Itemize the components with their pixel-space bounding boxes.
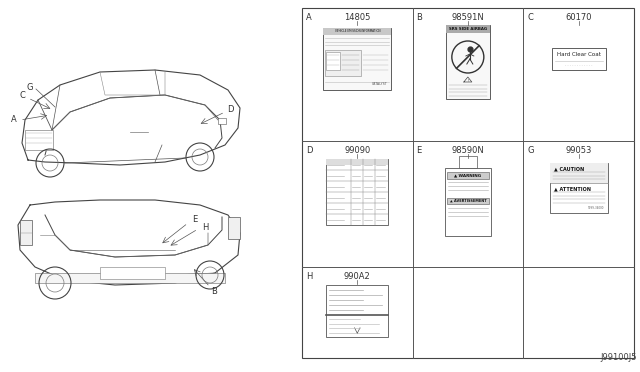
Text: CATALYST: CATALYST [372, 82, 387, 86]
Bar [447, 198, 489, 204]
Bar [550, 163, 607, 183]
Bar [325, 50, 360, 76]
Text: G: G [27, 83, 33, 92]
Text: Hard Clear Coat: Hard Clear Coat [557, 52, 600, 58]
Text: ▲ AVERTISSEMENT: ▲ AVERTISSEMENT [449, 199, 486, 203]
Bar [552, 48, 605, 70]
Bar [459, 156, 477, 168]
Text: 60170: 60170 [565, 13, 592, 22]
Text: ▲ CAUTION: ▲ CAUTION [554, 166, 584, 171]
Text: D: D [227, 106, 233, 115]
Text: H: H [202, 222, 208, 231]
Bar [35, 273, 225, 283]
Bar [446, 25, 490, 33]
Bar [326, 285, 388, 337]
Text: 98591N: 98591N [451, 13, 484, 22]
Text: !: ! [467, 78, 468, 83]
Bar [323, 28, 391, 35]
Text: G: G [527, 146, 534, 155]
Text: J99100J5: J99100J5 [600, 353, 637, 362]
Text: D: D [306, 146, 312, 155]
Text: - - - - - - - - - - - -: - - - - - - - - - - - - [565, 63, 592, 67]
Bar [326, 52, 340, 70]
Bar [550, 163, 607, 213]
Text: A: A [11, 115, 17, 125]
Bar [446, 25, 490, 99]
Text: 990A2: 990A2 [344, 272, 371, 281]
Text: 99090: 99090 [344, 146, 371, 155]
Bar [326, 159, 388, 225]
Text: ▲ ATTENTION: ▲ ATTENTION [554, 186, 591, 191]
Text: 99053: 99053 [565, 146, 592, 155]
Text: H: H [306, 272, 312, 281]
Text: E: E [193, 215, 198, 224]
Text: C: C [19, 90, 25, 99]
Bar [228, 217, 240, 239]
Bar [218, 118, 226, 124]
Bar [323, 28, 391, 90]
Text: 9999-34000: 9999-34000 [588, 206, 605, 210]
Bar [25, 130, 53, 150]
Bar [100, 267, 165, 279]
Text: 14805: 14805 [344, 13, 371, 22]
Text: B: B [211, 286, 217, 295]
Text: VEHICLE EMISSION INFORMATION: VEHICLE EMISSION INFORMATION [335, 29, 380, 33]
Bar [447, 172, 489, 179]
Bar [302, 8, 634, 358]
Text: SRS SIDE AIRBAG: SRS SIDE AIRBAG [449, 27, 487, 31]
Text: B: B [417, 13, 422, 22]
Text: 98590N: 98590N [451, 146, 484, 155]
Bar [445, 168, 491, 236]
Text: ▲ WARNING: ▲ WARNING [454, 173, 481, 177]
Text: A: A [306, 13, 312, 22]
Text: E: E [417, 146, 422, 155]
Bar [20, 220, 32, 245]
Text: C: C [527, 13, 533, 22]
Bar [326, 159, 388, 165]
